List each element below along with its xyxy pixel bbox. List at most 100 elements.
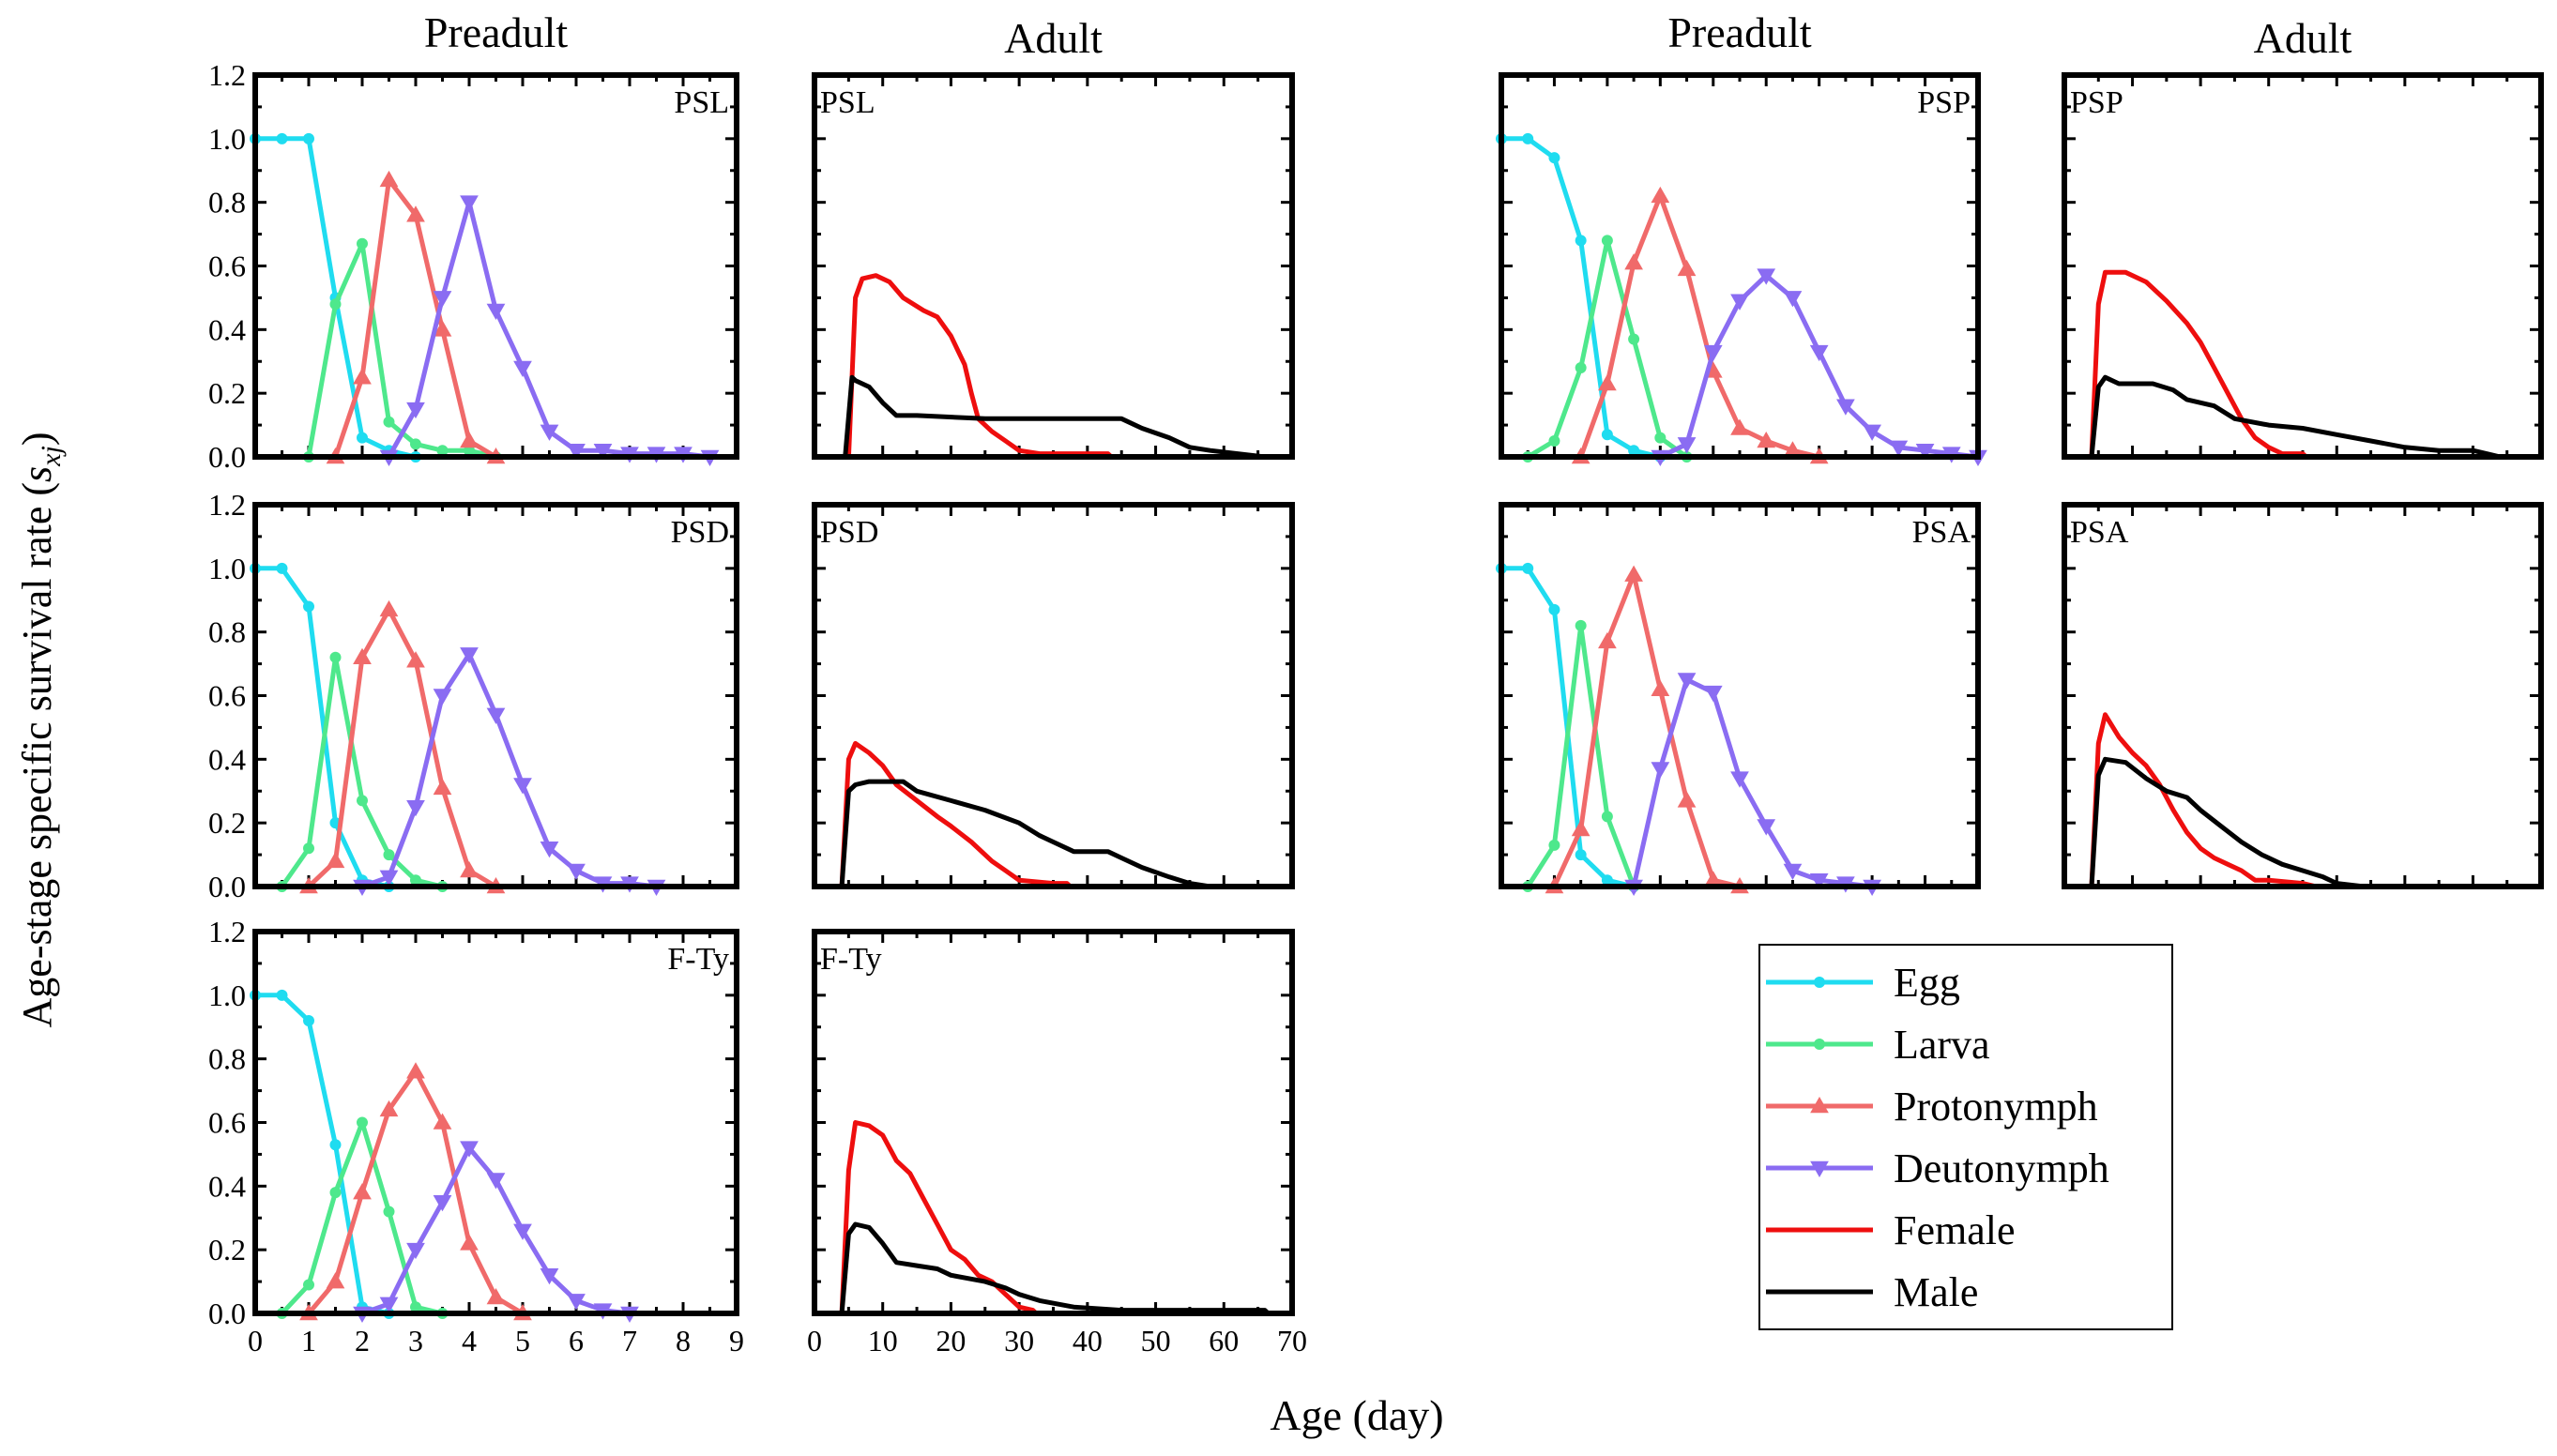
larva-point [1575, 619, 1587, 631]
column-header-preadult-left: Preadult [424, 8, 569, 56]
deutonymph-point [379, 1297, 399, 1313]
legend-marker [1814, 1039, 1825, 1050]
deutonymph-point [1809, 872, 1829, 890]
deutonymph-point [567, 1294, 586, 1311]
protonymph-point [1598, 373, 1617, 391]
egg-point [1522, 132, 1534, 144]
egg-line [252, 566, 391, 889]
protonymph-point [406, 651, 425, 668]
x-tick-label: 0 [807, 1324, 822, 1357]
larva-point [1575, 362, 1587, 374]
x-tick-label: 1 [301, 1324, 316, 1357]
protonymph-point [379, 170, 399, 188]
deutonymph-point [1703, 685, 1723, 703]
deutonymph-point [513, 360, 532, 378]
deutonymph-point [513, 778, 532, 795]
female-line [839, 740, 1073, 889]
larva-point [303, 842, 314, 855]
protonymph-point [406, 1062, 425, 1079]
larva-point [1548, 839, 1560, 851]
deutonymph-point [540, 842, 559, 858]
deutonymph-point [1809, 344, 1829, 362]
plot-frame [2062, 72, 2544, 460]
larva-point [329, 298, 342, 311]
y-tick-label: 0.8 [208, 615, 246, 649]
protonymph-point [433, 1113, 452, 1130]
x-tick-label: 0 [248, 1324, 263, 1357]
larva-point [329, 1187, 342, 1199]
larva-point [329, 651, 342, 663]
protonymph-point [1651, 186, 1670, 204]
female-line [2089, 269, 2309, 460]
treatment-label: PSD [671, 515, 729, 550]
deutonymph-point [540, 1268, 559, 1285]
protonymph-point [1677, 791, 1697, 808]
protonymph-point [1624, 253, 1643, 270]
panel-psa-adult: PSA [2062, 502, 2544, 889]
larva-point [383, 416, 395, 428]
protonymph-point [1571, 819, 1591, 837]
protonymph-point [1757, 432, 1776, 448]
y-tick-label: 0.2 [208, 376, 246, 410]
protonymph-point [1624, 565, 1643, 582]
series-male [2089, 374, 2503, 460]
deutonymph-point [1783, 291, 1803, 308]
treatment-label: PSA [1912, 515, 1971, 550]
series-egg [250, 562, 395, 892]
x-tick-label: 60 [1209, 1324, 1239, 1357]
protonymph-point [406, 205, 425, 222]
y-tick-label: 0.0 [208, 1297, 246, 1330]
y-tick-label: 1.2 [208, 488, 246, 522]
legend-label: Female [1894, 1207, 2016, 1253]
deutonymph-point [1757, 268, 1776, 285]
egg-point [276, 132, 288, 144]
series-egg [1496, 132, 1667, 463]
series-deutonymph [353, 647, 666, 897]
egg-point [303, 1014, 314, 1026]
female-line [839, 1120, 1039, 1316]
series-female [839, 740, 1073, 889]
plot-frame [252, 72, 739, 460]
deutonymph-point [1889, 440, 1909, 457]
y-tick-label: 0.4 [208, 742, 246, 776]
x-tick-label: 4 [462, 1324, 477, 1357]
panel-f-ty-preadult: 0.0 0.2 0.4 0.6 0.8 1.0 1.2 0 1 2 3 4 5 6 7 8 9 F-Ty [208, 915, 744, 1357]
deutonymph-point [1730, 294, 1749, 311]
series-deutonymph [1651, 268, 1987, 467]
panel-f-ty-adult: 0 10 20 30 40 50 60 70 F-Ty [807, 929, 1307, 1357]
treatment-label: PSL [674, 85, 729, 120]
larva-point [357, 795, 368, 807]
protonymph-point [379, 599, 399, 617]
protonymph-point [1651, 679, 1670, 696]
deutonymph-point [486, 1173, 506, 1190]
series-protonymph [1545, 565, 1749, 894]
y-tick-label: 1.2 [208, 58, 246, 92]
deutonymph-point [1677, 673, 1697, 690]
deutonymph-point [379, 870, 399, 887]
deutonymph-point [406, 799, 425, 817]
egg-point [276, 562, 288, 574]
panel-psp-preadult: PSP [1496, 72, 1987, 467]
egg-point [1601, 429, 1613, 441]
y-tick-label: 0.4 [208, 1169, 246, 1203]
y-tick-label: 0.0 [208, 440, 246, 474]
deutonymph-point [1915, 443, 1935, 461]
male-line [839, 1221, 1271, 1316]
protonymph-point [433, 320, 452, 337]
x-tick-label: 3 [408, 1324, 423, 1357]
egg-point [276, 989, 288, 1001]
x-axis-label: Age (day) [1270, 1391, 1443, 1439]
larva-point [383, 849, 395, 861]
plot-frame [812, 929, 1295, 1316]
larva-point [357, 1116, 368, 1129]
y-tick-label: 0.6 [208, 1106, 246, 1140]
x-tick-label: 7 [622, 1324, 637, 1357]
deutonymph-point [593, 443, 613, 461]
larva-point [357, 237, 368, 250]
series-male [839, 779, 1213, 889]
panel-psa-preadult: PSA [1496, 502, 1981, 897]
protonymph-point [353, 647, 372, 665]
deutonymph-point [460, 647, 479, 664]
male-line [839, 779, 1213, 889]
deutonymph-point [1836, 399, 1855, 416]
